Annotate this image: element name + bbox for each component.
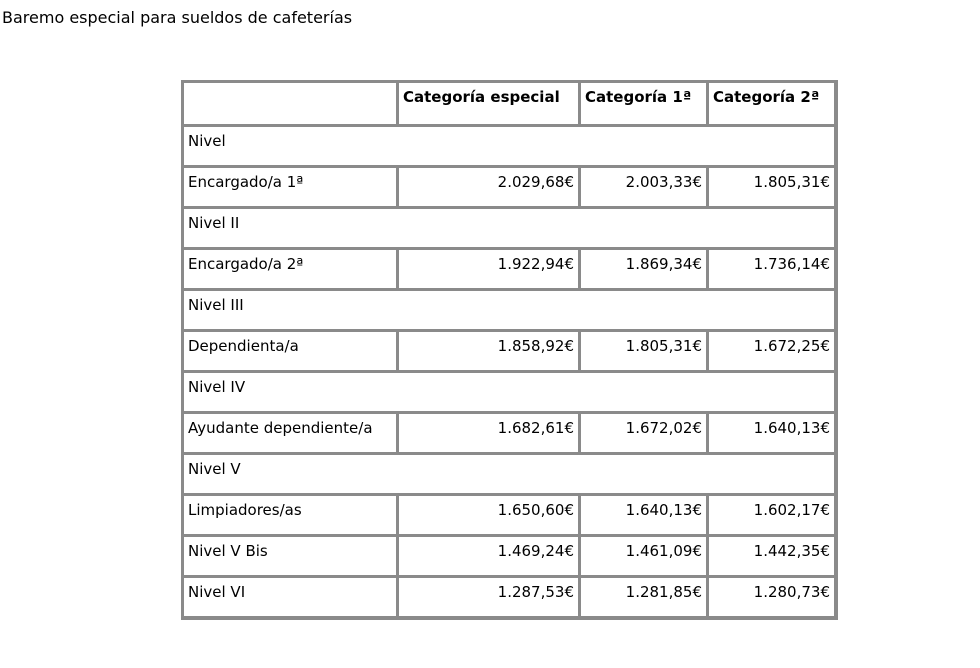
table-level-row: Nivel V: [183, 454, 836, 495]
table-header-cell: Categoría 1ª: [580, 82, 708, 126]
level-label: Nivel III: [183, 290, 836, 331]
level-label: Nivel V: [183, 454, 836, 495]
row-label: Encargado/a 1ª: [183, 167, 398, 208]
salary-value: 1.640,13€: [580, 495, 708, 536]
page-title: Baremo especial para sueldos de cafeterí…: [2, 8, 353, 27]
salary-value: 1.281,85€: [580, 577, 708, 618]
salary-value: 1.805,31€: [708, 167, 836, 208]
salary-value: 1.442,35€: [708, 536, 836, 577]
level-label: Nivel: [183, 126, 836, 167]
table-header-cell: [183, 82, 398, 126]
row-label: Limpiadores/as: [183, 495, 398, 536]
salary-value: 1.461,09€: [580, 536, 708, 577]
table-header-row: Categoría especial Categoría 1ª Categorí…: [183, 82, 836, 126]
row-label: Nivel V Bis: [183, 536, 398, 577]
salary-value: 1.858,92€: [398, 331, 580, 372]
salary-table-container: Categoría especial Categoría 1ª Categorí…: [181, 80, 838, 620]
table-row: Ayudante dependiente/a 1.682,61€ 1.672,0…: [183, 413, 836, 454]
salary-value: 2.003,33€: [580, 167, 708, 208]
salary-value: 1.602,17€: [708, 495, 836, 536]
salary-value: 1.650,60€: [398, 495, 580, 536]
table-row: Encargado/a 2ª 1.922,94€ 1.869,34€ 1.736…: [183, 249, 836, 290]
table-row: Encargado/a 1ª 2.029,68€ 2.003,33€ 1.805…: [183, 167, 836, 208]
row-label: Dependienta/a: [183, 331, 398, 372]
row-label: Encargado/a 2ª: [183, 249, 398, 290]
table-level-row: Nivel: [183, 126, 836, 167]
salary-value: 1.805,31€: [580, 331, 708, 372]
table-row: Dependienta/a 1.858,92€ 1.805,31€ 1.672,…: [183, 331, 836, 372]
salary-value: 1.869,34€: [580, 249, 708, 290]
salary-value: 1.736,14€: [708, 249, 836, 290]
table-level-row: Nivel IV: [183, 372, 836, 413]
salary-value: 1.280,73€: [708, 577, 836, 618]
salary-value: 1.672,02€: [580, 413, 708, 454]
level-label: Nivel II: [183, 208, 836, 249]
salary-value: 1.287,53€: [398, 577, 580, 618]
row-label: Ayudante dependiente/a: [183, 413, 398, 454]
table-level-row: Nivel III: [183, 290, 836, 331]
table-header-cell: Categoría especial: [398, 82, 580, 126]
table-header-cell: Categoría 2ª: [708, 82, 836, 126]
salary-value: 1.640,13€: [708, 413, 836, 454]
salary-value: 1.922,94€: [398, 249, 580, 290]
salary-value: 1.469,24€: [398, 536, 580, 577]
table-level-row: Nivel II: [183, 208, 836, 249]
table-row: Nivel VI 1.287,53€ 1.281,85€ 1.280,73€: [183, 577, 836, 618]
table-row: Nivel V Bis 1.469,24€ 1.461,09€ 1.442,35…: [183, 536, 836, 577]
level-label: Nivel IV: [183, 372, 836, 413]
row-label: Nivel VI: [183, 577, 398, 618]
table-row: Limpiadores/as 1.650,60€ 1.640,13€ 1.602…: [183, 495, 836, 536]
salary-value: 1.672,25€: [708, 331, 836, 372]
salary-value: 2.029,68€: [398, 167, 580, 208]
salary-table: Categoría especial Categoría 1ª Categorí…: [181, 80, 838, 620]
salary-value: 1.682,61€: [398, 413, 580, 454]
